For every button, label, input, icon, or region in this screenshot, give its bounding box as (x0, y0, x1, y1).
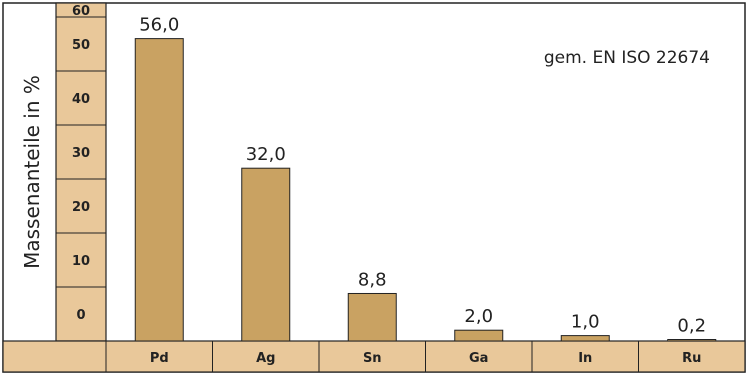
y-tick-label: 20 (72, 200, 90, 215)
bar-ag (241, 167, 291, 342)
value-label-ag: 32,0 (246, 144, 286, 165)
y-axis-label: Massenanteile in % (20, 75, 44, 269)
category-labels: Pd Ag Sn Ga In Ru (150, 351, 702, 366)
x-axis-dividers (105, 341, 639, 372)
category-label-pd: Pd (150, 351, 169, 366)
y-tick-label: 40 (72, 92, 90, 107)
value-label-ga: 2,0 (464, 306, 493, 327)
bar-ru (667, 339, 717, 342)
category-label-ag: Ag (256, 351, 275, 366)
value-label-sn: 8,8 (358, 269, 387, 290)
y-tick-label: 10 (72, 254, 90, 269)
bar-in (560, 335, 610, 342)
value-label-in: 1,0 (571, 312, 600, 333)
value-label-pd: 56,0 (139, 15, 179, 36)
bar-ga (454, 329, 504, 342)
y-tick-label: 0 (76, 308, 85, 323)
y-tick-label: 60 (72, 4, 90, 19)
category-label-ru: Ru (682, 351, 701, 366)
value-label-ru: 0,2 (677, 316, 706, 337)
bars (134, 38, 717, 342)
bar-pd (134, 38, 184, 342)
y-tick-label: 30 (72, 146, 90, 161)
y-tick-label: 50 (72, 38, 90, 53)
category-label-sn: Sn (363, 351, 382, 366)
y-axis-panel (55, 2, 107, 342)
bar-sn (347, 292, 397, 342)
category-label-in: In (578, 351, 592, 366)
y-axis-tick-lines (56, 16, 106, 288)
y-axis-tick-labels: 0 10 20 30 40 50 60 (72, 4, 90, 323)
value-labels: 56,0 32,0 8,8 2,0 1,0 0,2 (139, 15, 706, 337)
standard-annotation: gem. EN ISO 22674 (544, 48, 710, 68)
category-label-ga: Ga (469, 351, 488, 366)
x-axis-panel (2, 340, 746, 373)
